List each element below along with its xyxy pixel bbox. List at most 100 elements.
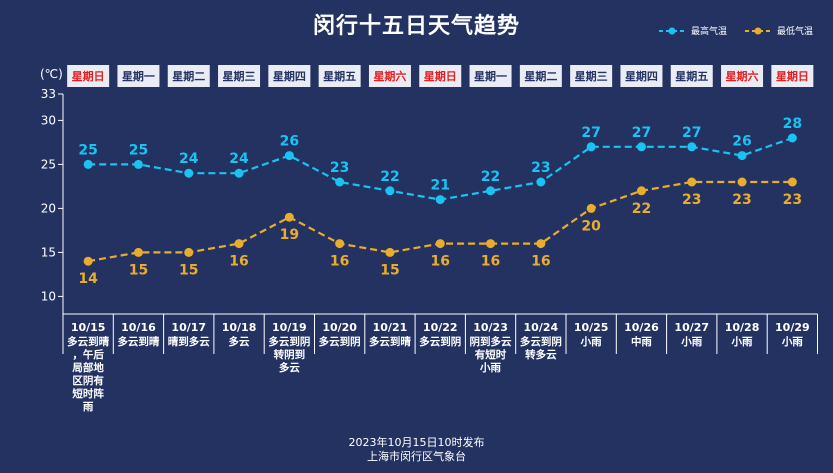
weekday-label: 星期二 [172, 69, 205, 83]
weekday-box [268, 65, 311, 87]
point-high [486, 186, 496, 196]
point-high [133, 159, 143, 169]
value-label-low: 16 [431, 254, 450, 270]
weekday-label: 星期二 [524, 69, 557, 83]
condition-label: 转阴到 [274, 348, 306, 361]
value-label-low: 22 [632, 201, 651, 217]
weekday-box [368, 65, 411, 87]
value-label-low: 15 [179, 262, 198, 278]
value-label-high: 27 [581, 125, 600, 141]
point-low [284, 212, 294, 222]
date-label: 10/27 [674, 321, 709, 334]
point-low [184, 247, 194, 257]
condition-label: 多云到晴 [117, 335, 159, 348]
condition-label: 转多云 [525, 348, 557, 361]
point-high [536, 177, 546, 187]
y-tick-label: 10 [41, 289, 56, 303]
y-tick-label: 25 [41, 157, 56, 171]
y-tick-label: 15 [41, 245, 56, 259]
legend-high-marker [658, 27, 685, 34]
condition-label: 小雨 [781, 335, 803, 348]
value-label-high: 26 [280, 134, 299, 150]
point-high [385, 186, 395, 196]
value-label-high: 27 [682, 125, 701, 141]
weekday-box [218, 65, 261, 87]
y-axis: 10 15 20 25 30 33 [41, 87, 64, 314]
value-label-low: 15 [129, 262, 148, 278]
weekday-box [519, 65, 562, 87]
value-label-low: 15 [380, 262, 399, 278]
publisher: 上海市闵行区气象台 [367, 450, 466, 463]
footer: 2023年10月15日10时发布 上海市闵行区气象台 [0, 436, 833, 464]
date-label: 10/20 [322, 321, 357, 334]
condition-label: 多云 [279, 361, 300, 374]
point-high [737, 151, 747, 161]
condition-label: 多云到晴 [67, 335, 109, 348]
y-tick-label: 33 [41, 87, 56, 101]
point-high [586, 142, 596, 152]
weekday-label: 星期六 [373, 69, 406, 83]
weekday-box [167, 65, 210, 87]
chart-title: 闵行十五日天气趋势 [312, 14, 520, 39]
weekday-label: 星期六 [726, 69, 759, 83]
condition-label: 多云到阴 [319, 335, 361, 348]
value-label-high: 25 [78, 142, 97, 158]
date-label: 10/26 [624, 321, 659, 334]
condition-label: 多云 [229, 335, 250, 348]
date-label: 10/18 [222, 321, 257, 334]
y-tick-label: 30 [41, 113, 56, 127]
value-label-low: 14 [78, 271, 98, 287]
point-low [335, 239, 345, 249]
legend-item-low[interactable]: 最低气温 [744, 24, 813, 37]
weekday-label: 星期五 [675, 69, 708, 83]
value-label-low: 16 [531, 254, 550, 270]
condition-label: 多云到晴 [369, 335, 411, 348]
legend-high-label: 最高气温 [690, 27, 727, 37]
condition-label: 小雨 [680, 335, 702, 348]
point-low [787, 177, 797, 187]
condition-label: 晴到多云 [168, 335, 210, 348]
value-label-low: 20 [581, 218, 601, 234]
point-high [687, 142, 697, 152]
weekday-label: 星期日 [72, 69, 105, 83]
weekday-header-row: 星期日 星期一 星期二 星期三 星期四 星期五 星期六 星期日 星期一 星期二 星期三 星期四 星期五 星… [67, 65, 814, 87]
weekday-box [469, 65, 512, 87]
value-label-low: 16 [481, 254, 500, 270]
weekday-box [117, 65, 160, 87]
legend: 最高气温 最低气温 [658, 24, 813, 37]
x-axis: 10/15多云到晴，午后局部地区阴有短时阵雨10/16多云到晴10/17晴到多云… [62, 313, 818, 413]
point-low [687, 177, 697, 187]
condition-label: 多云到阴 [268, 335, 310, 348]
value-label-high: 24 [179, 151, 199, 167]
point-low [234, 239, 244, 249]
date-label: 10/17 [171, 321, 206, 334]
weekday-box [670, 65, 713, 87]
point-low [536, 239, 546, 249]
weekday-box [570, 65, 613, 87]
weekday-label: 星期四 [625, 69, 658, 83]
point-high [184, 168, 194, 178]
point-high [83, 159, 93, 169]
value-label-high: 22 [380, 169, 399, 185]
point-low [636, 186, 646, 196]
legend-item-high[interactable]: 最高气温 [658, 24, 727, 37]
weekday-label: 星期三 [223, 69, 256, 83]
value-label-low: 16 [229, 254, 248, 270]
value-label-high: 25 [129, 142, 148, 158]
condition-label: 小雨 [731, 335, 753, 348]
condition-label: 区阴有 [72, 374, 104, 387]
point-low [83, 256, 93, 266]
point-high [335, 177, 345, 187]
condition-label: 多云到阴 [419, 335, 461, 348]
value-label-low: 19 [280, 227, 299, 243]
date-label: 10/23 [473, 321, 508, 334]
value-label-high: 22 [481, 169, 500, 185]
date-label: 10/16 [121, 321, 156, 334]
condition-label: 中雨 [631, 335, 652, 348]
point-high [636, 142, 646, 152]
point-low [435, 239, 445, 249]
date-label: 10/22 [423, 321, 458, 334]
point-low [586, 203, 596, 213]
condition-label: 局部地 [71, 361, 104, 374]
